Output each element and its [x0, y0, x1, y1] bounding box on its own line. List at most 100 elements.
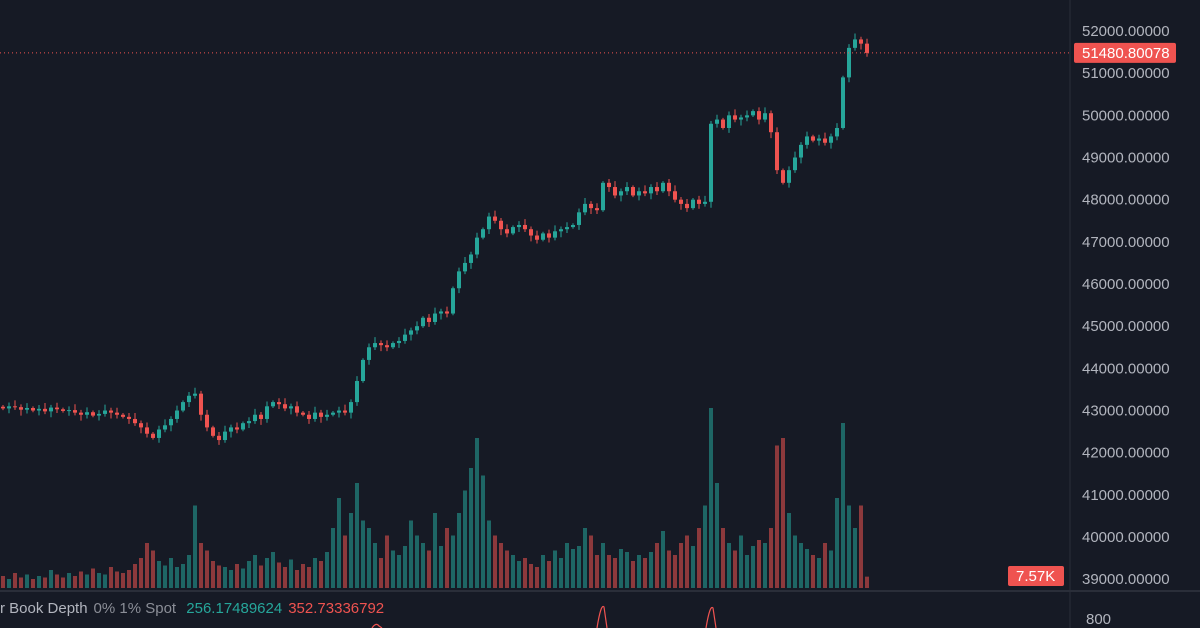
candle-body: [793, 157, 797, 171]
volume-bar: [331, 528, 335, 588]
volume-bar: [793, 535, 797, 588]
candle-body: [685, 203, 689, 209]
volume-bar: [601, 543, 605, 588]
candle: [541, 231, 545, 242]
candle-body: [649, 187, 653, 194]
candle: [457, 267, 461, 294]
volume-bar: [181, 564, 185, 588]
candle: [685, 199, 689, 212]
candle: [445, 306, 449, 318]
candle-body: [601, 182, 605, 211]
candle: [361, 358, 365, 383]
volume-bar: [865, 576, 869, 588]
volume-bar: [715, 483, 719, 588]
volume-bar: [529, 564, 533, 588]
volume-bar: [265, 558, 269, 588]
candle: [613, 181, 617, 199]
candle: [139, 420, 143, 434]
volume-bar: [55, 574, 59, 588]
price-tick-label: 42000.00000: [1082, 445, 1170, 462]
volume-bar: [61, 577, 65, 588]
candle-body: [211, 427, 215, 436]
candle: [427, 313, 431, 327]
candle: [571, 223, 575, 229]
candle: [49, 404, 53, 418]
candle-body: [511, 227, 515, 234]
volume-bar: [367, 528, 371, 588]
candle: [325, 409, 329, 421]
candle-body: [559, 229, 563, 232]
candle-body: [409, 330, 413, 335]
candle-body: [139, 423, 143, 428]
candle-body: [577, 212, 581, 225]
volume-bar: [25, 574, 29, 588]
candle: [415, 321, 419, 335]
candle: [55, 402, 59, 414]
price-axis: 52000.00000 51000.00000 50000.00000 49000.0…: [1082, 23, 1170, 588]
candle: [235, 422, 239, 434]
candle: [535, 230, 539, 244]
candle: [109, 407, 113, 419]
volume-bar: [97, 573, 101, 588]
candle-body: [427, 317, 431, 322]
price-tick-label: 45000.00000: [1082, 318, 1170, 335]
candle-body: [475, 237, 479, 255]
candle: [13, 400, 17, 410]
volume-bar: [37, 576, 41, 588]
candle: [61, 407, 65, 413]
candle-body: [73, 410, 77, 413]
candle: [691, 197, 695, 210]
volume-bar: [217, 565, 221, 588]
volume-bar: [805, 549, 809, 588]
price-tick-label: 41000.00000: [1082, 487, 1170, 504]
candle: [301, 410, 305, 417]
volume-bar: [1, 576, 5, 588]
volume-bar: [151, 550, 155, 588]
candle-body: [481, 229, 485, 238]
candle-body: [817, 138, 821, 141]
volume-bar: [31, 579, 35, 588]
volume-bar: [301, 564, 305, 588]
candle: [37, 405, 41, 416]
candle: [337, 406, 341, 418]
candle-body: [505, 229, 509, 234]
volume-bar: [343, 535, 347, 588]
candle: [31, 406, 35, 413]
price-tick-label: 49000.00000: [1082, 150, 1170, 167]
candle-body: [313, 412, 317, 419]
candle-body: [769, 113, 773, 133]
candle-body: [391, 343, 395, 348]
candle: [67, 406, 71, 416]
volume-bar: [199, 543, 203, 588]
volume-bar: [667, 550, 671, 588]
candle: [241, 421, 245, 432]
candle: [757, 107, 761, 125]
volume-bar: [295, 570, 299, 588]
candle-body: [145, 427, 149, 434]
volume-bar: [337, 498, 341, 588]
volume-bar: [763, 543, 767, 588]
candle: [175, 405, 179, 423]
candle: [265, 401, 269, 423]
volume-bar: [679, 543, 683, 588]
candles: [1, 33, 869, 445]
last-price-text: 51480.80078: [1082, 45, 1170, 62]
candle-body: [151, 433, 155, 438]
candle-body: [13, 406, 17, 408]
volume-bar: [397, 555, 401, 588]
candle: [97, 410, 101, 421]
candle: [721, 117, 725, 130]
candle-body: [205, 414, 209, 428]
candle-body: [415, 326, 419, 331]
candle-body: [247, 421, 251, 424]
candle-body: [811, 136, 815, 141]
candle-body: [679, 199, 683, 204]
candle-body: [547, 233, 551, 238]
candle-body: [439, 311, 443, 314]
candle: [841, 75, 845, 130]
candle-body: [43, 408, 47, 412]
indicator-legend[interactable]: r Book Depth 0% 1% Spot 256.17489624 352.7…: [0, 600, 390, 617]
price-tick-label: 50000.00000: [1082, 107, 1170, 124]
candle-body: [613, 187, 617, 196]
